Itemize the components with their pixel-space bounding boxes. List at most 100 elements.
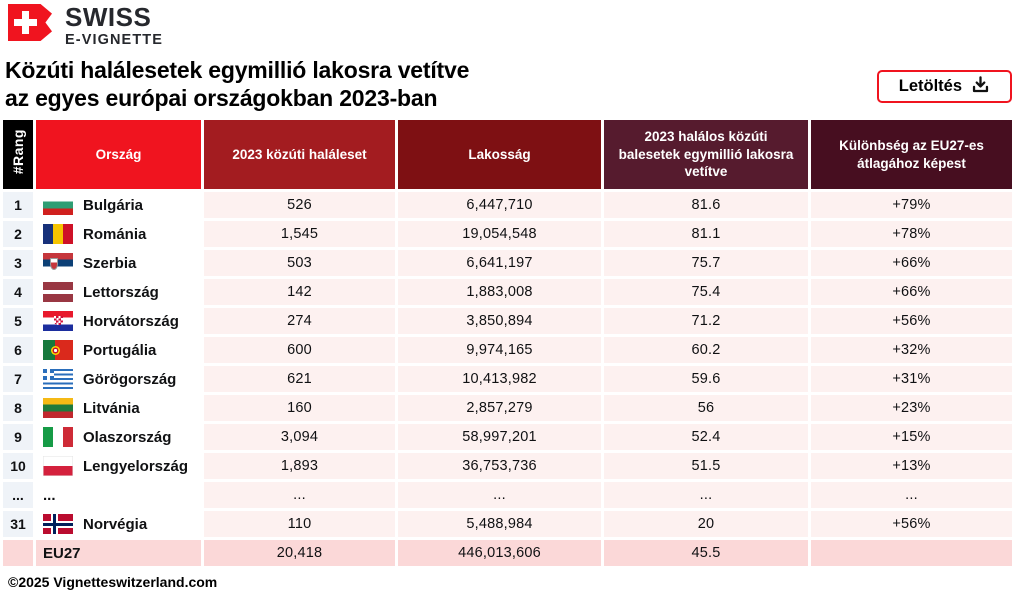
table-row: 6 Portugália 600 9,974,165 60.2 +32% <box>3 337 1012 363</box>
fatalities-table: #Rang Ország 2023 közúti haláleset Lakos… <box>0 117 1015 569</box>
deaths-cell: 503 <box>204 250 395 276</box>
brand-text: SWISS E-VIGNETTE <box>65 4 163 48</box>
country-flag-icon-gr <box>43 369 73 389</box>
header-diff: Különbség az EU27-es átlagához képest <box>811 120 1012 189</box>
rank-cell: 8 <box>3 395 33 421</box>
country-name: Görögország <box>83 370 177 388</box>
country-flag-icon-no <box>43 514 73 534</box>
population-cell: 9,974,165 <box>398 337 601 363</box>
table-row: 3 Szerbia 503 6,641,197 75.7 +66% <box>3 250 1012 276</box>
download-button[interactable]: Letöltés <box>876 70 1012 103</box>
rank-cell: 1 <box>3 192 33 218</box>
deaths-cell: 1,893 <box>204 453 395 479</box>
country-name: Lengyelország <box>83 457 189 475</box>
country-name: Portugália <box>83 341 157 359</box>
table-body: 1 Bulgária 526 6,447,710 81.6 +79% 2 Rom… <box>3 192 1012 537</box>
country-cell: Portugália <box>36 337 201 363</box>
brand-subname: E-VIGNETTE <box>65 32 164 48</box>
deaths-cell: 600 <box>204 337 395 363</box>
table-row: 31 Norvégia 110 5,488,984 20 +56% <box>3 511 1012 537</box>
country-cell: ... <box>36 482 201 508</box>
page-title-line1: Közúti halálesetek egymillió lakosra vet… <box>5 57 470 83</box>
rate-cell: 52.4 <box>604 424 808 450</box>
diff-cell: +13% <box>811 453 1012 479</box>
header-deaths: 2023 közúti haláleset <box>204 120 395 189</box>
table-row: 8 Litvánia 160 2,857,279 56 +23% <box>3 395 1012 421</box>
country-cell: Olaszország <box>36 424 201 450</box>
rank-cell: 3 <box>3 250 33 276</box>
rate-cell: 56 <box>604 395 808 421</box>
diff-cell: +15% <box>811 424 1012 450</box>
rank-cell <box>3 540 33 566</box>
header-population: Lakosság <box>398 120 601 189</box>
copyright-text: ©2025 Vignetteswitzerland.com <box>8 574 218 590</box>
population-cell: 10,413,982 <box>398 366 601 392</box>
population-cell: ... <box>398 482 601 508</box>
page-title-line2: az egyes európai országokban 2023-ban <box>5 85 438 111</box>
country-flag-icon-pl <box>43 456 73 476</box>
rank-cell: 2 <box>3 221 33 247</box>
diff-cell: +78% <box>811 221 1012 247</box>
rank-cell: 5 <box>3 308 33 334</box>
download-button-label: Letöltés <box>898 77 962 95</box>
deaths-cell: 526 <box>204 192 395 218</box>
country-name: Litvánia <box>83 399 140 417</box>
deaths-cell: 142 <box>204 279 395 305</box>
country-flag-icon-it <box>43 427 73 447</box>
table-row: 7 Görögország 621 10,413,982 59.6 +31% <box>3 366 1012 392</box>
table-row: 5 Horvátország 274 3,850,894 71.2 +56% <box>3 308 1012 334</box>
country-cell: Bulgária <box>36 192 201 218</box>
page-title: Közúti halálesetek egymillió lakosra vet… <box>5 56 469 112</box>
country-name: Olaszország <box>83 428 172 446</box>
population-cell: 6,641,197 <box>398 250 601 276</box>
country-flag-icon-hr <box>43 311 73 331</box>
country-name: Bulgária <box>83 196 144 214</box>
rate-cell: 60.2 <box>604 337 808 363</box>
rate-cell: 51.5 <box>604 453 808 479</box>
population-cell: 2,857,279 <box>398 395 601 421</box>
country-cell: Litvánia <box>36 395 201 421</box>
table-row: 4 Lettország 142 1,883,008 75.4 +66% <box>3 279 1012 305</box>
rank-cell: 6 <box>3 337 33 363</box>
country-name: ... <box>43 486 56 504</box>
rate-cell: ... <box>604 482 808 508</box>
population-cell: 19,054,548 <box>398 221 601 247</box>
rate-cell: 75.4 <box>604 279 808 305</box>
diff-cell: +79% <box>811 192 1012 218</box>
fatalities-table-wrap: #Rang Ország 2023 közúti haláleset Lakos… <box>0 117 1015 569</box>
diff-cell: +23% <box>811 395 1012 421</box>
country-flag-icon-pt <box>43 340 73 360</box>
country-cell: Szerbia <box>36 250 201 276</box>
deaths-cell: 274 <box>204 308 395 334</box>
rate-cell: 45.5 <box>604 540 808 566</box>
rate-cell: 75.7 <box>604 250 808 276</box>
brand-logo[interactable]: SWISS E-VIGNETTE <box>8 4 163 48</box>
rate-cell: 71.2 <box>604 308 808 334</box>
deaths-cell: 621 <box>204 366 395 392</box>
rank-cell: 31 <box>3 511 33 537</box>
rank-cell: 7 <box>3 366 33 392</box>
deaths-cell: 110 <box>204 511 395 537</box>
diff-cell: +66% <box>811 279 1012 305</box>
swiss-flag-banner-icon <box>8 4 52 41</box>
rank-cell: ... <box>3 482 33 508</box>
rate-cell: 20 <box>604 511 808 537</box>
country-cell: Görögország <box>36 366 201 392</box>
rank-cell: 9 <box>3 424 33 450</box>
country-cell: Norvégia <box>36 511 201 537</box>
table-row: 10 Lengyelország 1,893 36,753,736 51.5 +… <box>3 453 1012 479</box>
table-header-row: #Rang Ország 2023 közúti haláleset Lakos… <box>3 120 1012 189</box>
deaths-cell: ... <box>204 482 395 508</box>
diff-cell: ... <box>811 482 1012 508</box>
table-row: 9 Olaszország 3,094 58,997,201 52.4 +15% <box>3 424 1012 450</box>
country-name: Horvátország <box>83 312 179 330</box>
deaths-cell: 160 <box>204 395 395 421</box>
rate-cell: 81.6 <box>604 192 808 218</box>
deaths-cell: 1,545 <box>204 221 395 247</box>
table-row: 1 Bulgária 526 6,447,710 81.6 +79% <box>3 192 1012 218</box>
population-cell: 1,883,008 <box>398 279 601 305</box>
country-flag-icon-lv <box>43 282 73 302</box>
header-rate: 2023 halálos közúti balesetek egymillió … <box>604 120 808 189</box>
country-cell: Lettország <box>36 279 201 305</box>
